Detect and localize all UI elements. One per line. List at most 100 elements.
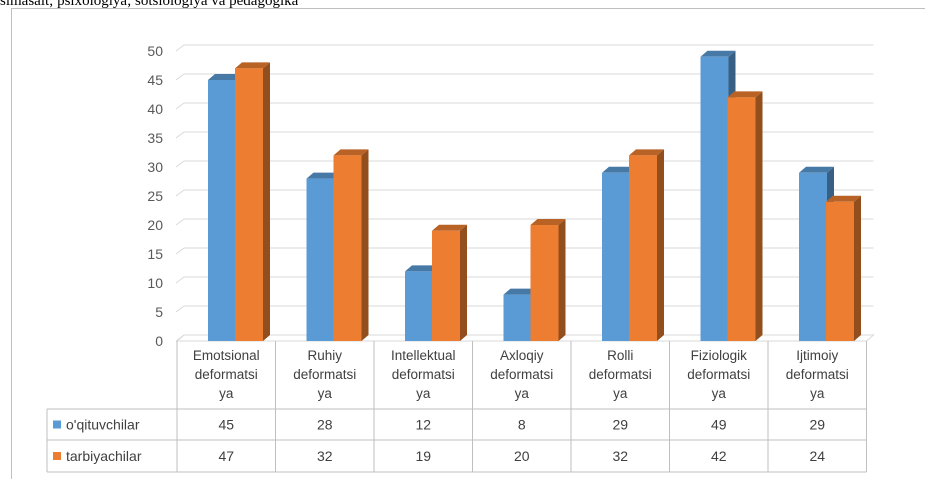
bar — [629, 149, 664, 341]
table-value: 8 — [518, 417, 526, 433]
bar-side — [361, 149, 369, 341]
table-value: 12 — [415, 417, 431, 433]
bar-side — [460, 224, 467, 341]
bar-top — [799, 166, 834, 173]
y-tick-label: 5 — [155, 304, 163, 320]
table-value: 32 — [612, 448, 628, 464]
bar-front — [235, 68, 263, 342]
table-value: 19 — [415, 448, 431, 464]
bar-front — [727, 97, 756, 342]
bar-front — [503, 294, 532, 341]
bar — [727, 91, 763, 342]
category-label: deformatsi — [293, 367, 356, 382]
bar-front — [700, 56, 729, 342]
y-tick-label: 45 — [147, 72, 163, 88]
header-text: simasalt; psixologiya; sotsiologiya va p… — [0, 0, 299, 9]
bar-top — [405, 265, 440, 272]
bar-side — [657, 149, 664, 341]
category-label: Emotsional — [193, 348, 260, 363]
category-label: Intellektual — [391, 348, 456, 363]
bar-top — [306, 172, 342, 179]
table-value: 28 — [317, 417, 333, 433]
legend-key — [53, 452, 61, 460]
gridline-diag — [175, 334, 185, 342]
bar-side — [263, 62, 270, 342]
bar-front — [306, 178, 335, 341]
data-table: Emotsional deformatsi ya Ruhiy deformatsi ya I… — [46, 341, 867, 473]
bar-front — [530, 225, 559, 341]
category-label: Fiziologik — [691, 348, 748, 363]
bar — [432, 224, 467, 341]
category-label: Ruhiy — [307, 348, 342, 363]
table-value: 20 — [514, 448, 530, 464]
bar-top — [432, 224, 467, 231]
table-value: 47 — [218, 448, 234, 464]
bar-front — [432, 230, 460, 341]
bar-front — [826, 201, 854, 341]
y-tick-label: 40 — [147, 101, 163, 117]
category-label: deformatsi — [392, 367, 455, 382]
bars — [208, 50, 861, 342]
bar-top — [629, 149, 664, 156]
category-label: deformatsi — [195, 367, 258, 382]
bar-front — [629, 155, 657, 341]
table-value: 24 — [809, 448, 825, 464]
y-tick-label: 25 — [147, 188, 163, 204]
y-tick-label: 20 — [147, 217, 163, 233]
gridline-diag — [175, 247, 185, 255]
gridline-diag — [175, 218, 185, 226]
bar-side — [755, 91, 763, 342]
gridline-diag — [175, 189, 185, 197]
bar-top — [530, 219, 566, 225]
y-tick-label: 10 — [147, 275, 163, 291]
bar-front — [208, 80, 236, 341]
y-tick-label: 15 — [147, 246, 163, 262]
gridline-diag — [175, 73, 185, 81]
y-tick-label: 35 — [147, 130, 163, 146]
category-label: ya — [613, 386, 628, 401]
gridline-diag — [175, 102, 185, 110]
category-label: deformatsi — [589, 367, 652, 382]
bar-top — [503, 288, 539, 295]
bar-side — [558, 219, 566, 341]
category-label: ya — [416, 386, 431, 401]
table-value: 42 — [711, 448, 727, 464]
bar-top — [826, 195, 861, 202]
category-label: ya — [810, 386, 825, 401]
bar-front — [602, 172, 630, 341]
bar-top — [602, 166, 637, 173]
table-value: 49 — [711, 417, 727, 433]
gridline-diag — [175, 131, 185, 139]
category-label: deformatsi — [490, 367, 553, 382]
bar-top — [235, 62, 270, 69]
frame-top-border — [11, 8, 925, 9]
y-tick-label: 0 — [155, 333, 163, 349]
category-label: deformatsi — [786, 367, 849, 382]
bar — [826, 195, 861, 341]
bar-top — [333, 149, 369, 156]
y-tick-label: 30 — [147, 159, 163, 175]
gridline-diag — [175, 276, 185, 284]
y-tick-label: 50 — [147, 43, 163, 59]
y-axis-ticks: 0 5 10 15 20 25 30 35 40 45 50 — [147, 43, 163, 349]
series-name: o'qituvchilar — [66, 417, 140, 433]
bar-front — [333, 155, 362, 341]
gridline-diag — [175, 44, 185, 52]
gridline-diag — [175, 305, 185, 313]
gridline-diag — [175, 160, 185, 168]
table-value: 32 — [317, 448, 333, 464]
category-label: ya — [219, 386, 234, 401]
table-value: 45 — [218, 417, 234, 433]
bar — [530, 219, 566, 341]
category-label: ya — [712, 386, 727, 401]
category-label: Rolli — [607, 348, 633, 363]
bar-top — [700, 50, 736, 57]
category-label: Ijtimoiy — [796, 348, 838, 363]
table-value: 29 — [612, 417, 628, 433]
category-label: deformatsi — [687, 367, 750, 382]
bar-top — [208, 74, 243, 80]
category-label: Axloqiy — [500, 348, 544, 363]
category-label: ya — [318, 386, 333, 401]
bar-front — [799, 172, 827, 341]
